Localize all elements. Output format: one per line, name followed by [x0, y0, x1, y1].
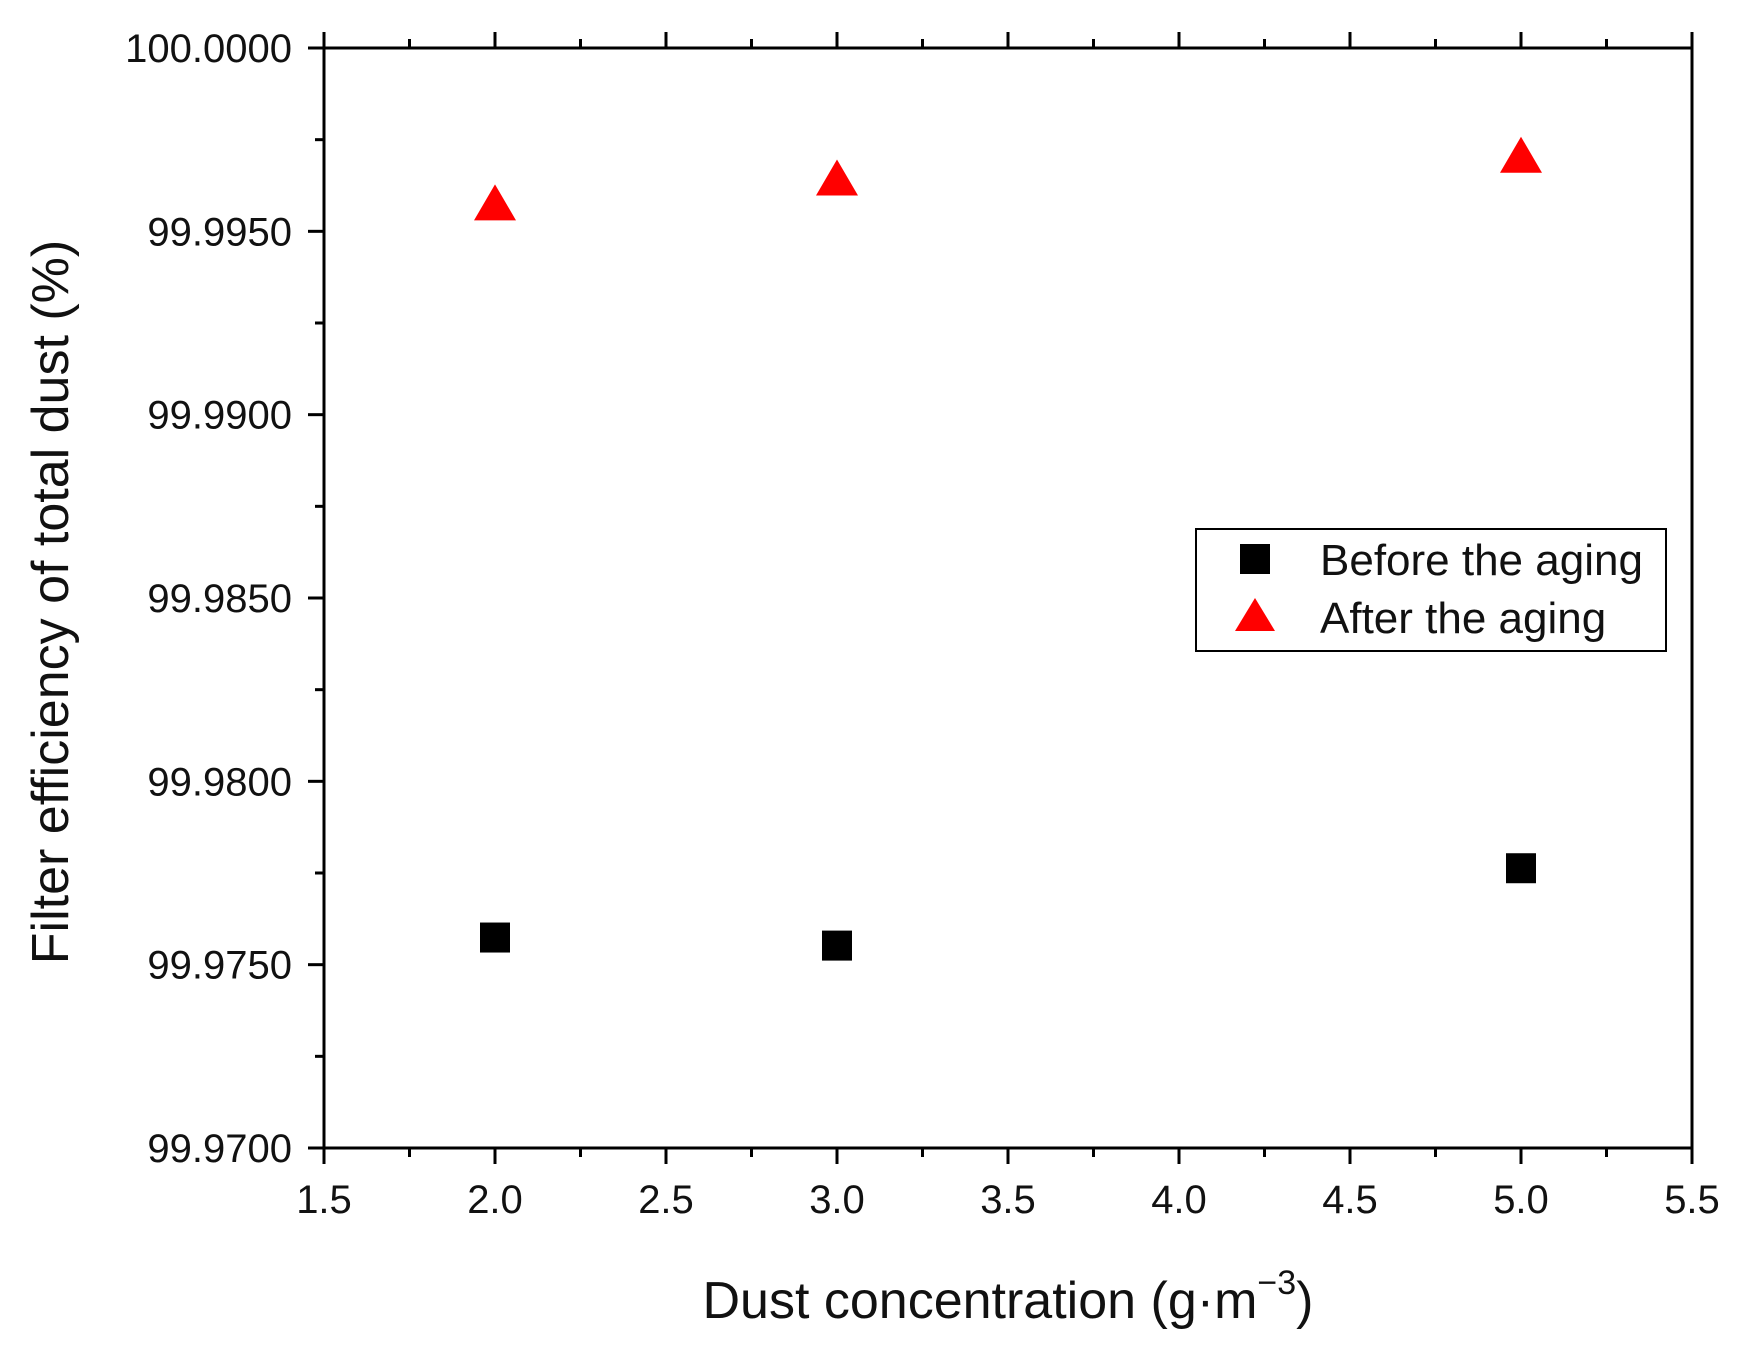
y-tick-label: 99.9750	[147, 944, 292, 988]
x-tick-label: 5.0	[1493, 1178, 1549, 1222]
y-tick-label: 99.9800	[147, 760, 292, 804]
legend-marker-before	[1240, 544, 1270, 574]
y-tick-label: 99.9900	[147, 394, 292, 438]
data-point-after-aging	[1500, 136, 1542, 173]
x-axis-label-suffix: )	[1296, 1272, 1313, 1330]
x-tick-label: 2.5	[638, 1178, 694, 1222]
x-tick-label: 2.0	[467, 1178, 523, 1222]
data-point-before-aging	[1506, 853, 1536, 884]
x-tick-label: 4.5	[1322, 1178, 1378, 1222]
x-tick-label: 1.5	[296, 1178, 352, 1222]
x-axis-label-superscript: −3	[1257, 1264, 1296, 1302]
data-points	[474, 136, 1542, 961]
y-tick-label: 99.9850	[147, 577, 292, 621]
legend-label-before: Before the aging	[1320, 536, 1643, 585]
y-axis-label: Filter efficiency of total dust (%)	[22, 240, 80, 964]
x-tick-label: 4.0	[1151, 1178, 1207, 1222]
x-tick-label: 3.0	[809, 1178, 865, 1222]
y-tick-label: 100.0000	[125, 27, 292, 71]
data-point-after-aging	[816, 159, 858, 196]
legend: Before the aging After the aging	[1195, 528, 1667, 652]
data-point-before-aging	[822, 930, 852, 961]
legend-marker-after	[1235, 598, 1275, 631]
x-axis-label: Dust concentration (g·m−3)	[703, 1264, 1314, 1330]
y-tick-label: 99.9950	[147, 210, 292, 254]
x-axis-label-main: Dust concentration (g·m	[703, 1272, 1258, 1330]
data-point-before-aging	[480, 922, 510, 953]
x-tick-label: 3.5	[980, 1178, 1036, 1222]
legend-label-after: After the aging	[1320, 594, 1606, 643]
ticks: 1.5 2.0 2.5 3.0 3.5 4.0 4.5 5.0 5.5 99.9700 99.975…	[125, 27, 1720, 1222]
x-tick-label: 5.5	[1664, 1178, 1720, 1222]
y-tick-label: 99.9700	[147, 1127, 292, 1171]
data-point-after-aging	[474, 184, 516, 221]
